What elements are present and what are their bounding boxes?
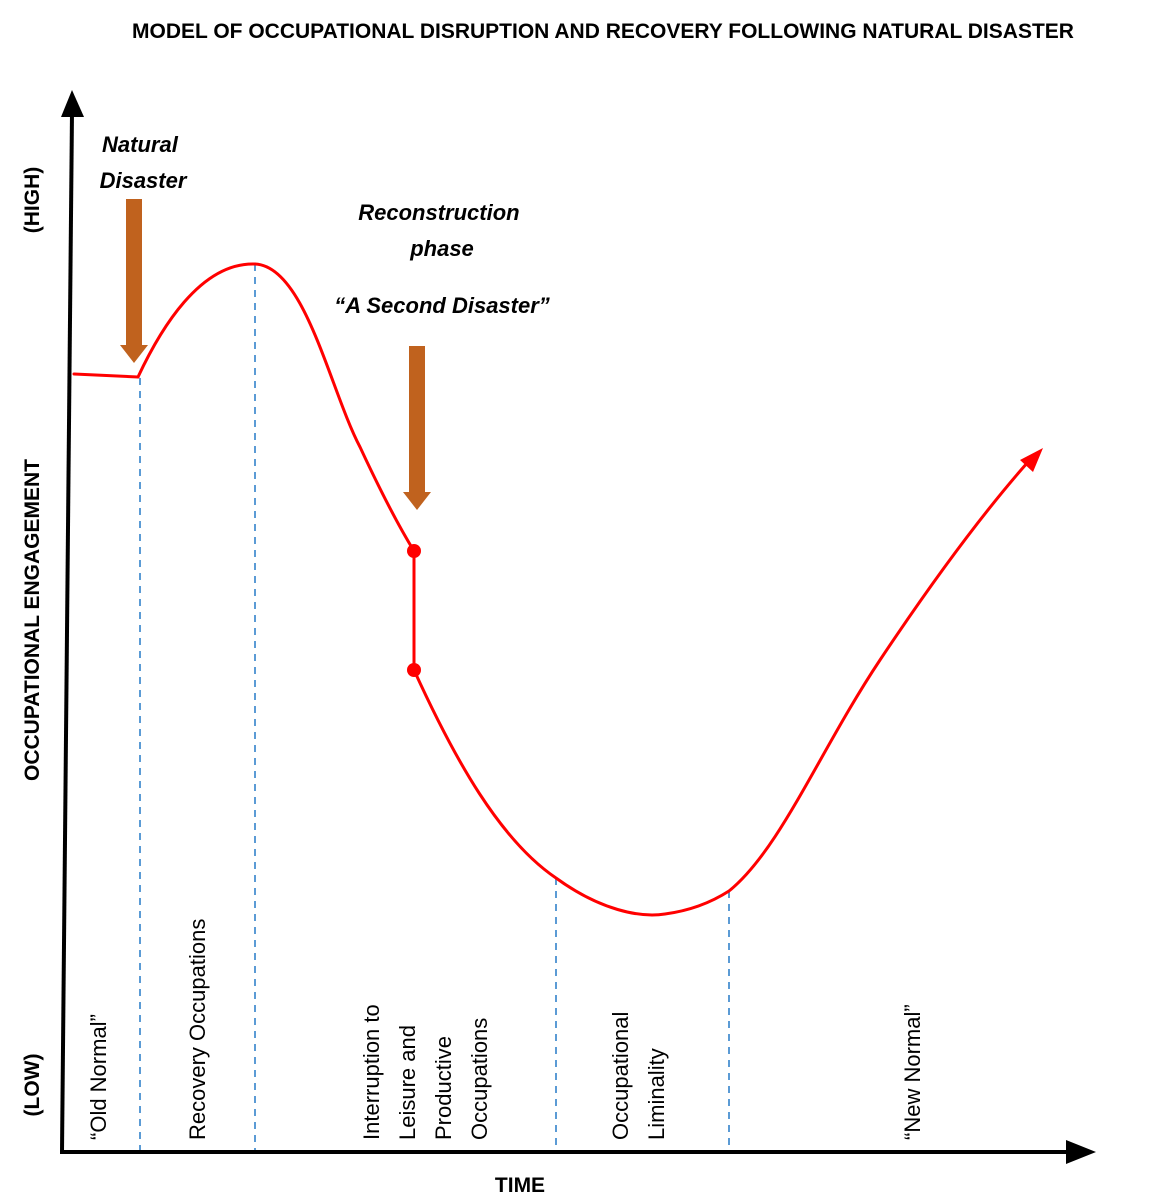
y-axis-arrowhead	[61, 90, 84, 117]
y-axis-low-label: (LOW)	[21, 1054, 44, 1117]
axes	[60, 90, 1096, 1164]
natural-disaster-label-line: Disaster	[100, 168, 188, 193]
phase-label-old-normal: “Old Normal”	[86, 1014, 111, 1140]
phase-label-interruption: Interruption to Leisure and Productive O…	[359, 998, 492, 1140]
phase-label-line: Occupations	[467, 1018, 492, 1140]
y-axis-line	[60, 111, 74, 1153]
x-axis-label: TIME	[495, 1174, 545, 1197]
natural-disaster-label-line: Natural	[102, 132, 179, 157]
x-axis-arrowhead	[1066, 1140, 1096, 1164]
y-axis-label: OCCUPATIONAL ENGAGEMENT	[21, 459, 44, 781]
phase-label-line: “Old Normal”	[86, 1014, 111, 1140]
phase-label-occupational-liminality: Occupational Liminality	[608, 1005, 669, 1140]
phase-label-line: Recovery Occupations	[185, 919, 210, 1140]
phase-label-line: “New Normal”	[900, 1004, 925, 1140]
natural-disaster-arrow-shaft	[126, 199, 142, 345]
second-disaster-point-top	[407, 544, 421, 558]
phase-label-line: Interruption to	[359, 1004, 384, 1140]
phase-dividers	[139, 264, 730, 1150]
second-disaster-label: “A Second Disaster”	[334, 293, 550, 318]
curve-old-normal	[72, 372, 140, 379]
diagram-title: MODEL OF OCCUPATIONAL DISRUPTION AND REC…	[132, 20, 1074, 43]
phase-label-line: Liminality	[644, 1048, 669, 1140]
reconstruction-phase-label-line: phase	[409, 236, 474, 261]
y-axis-high-label: (HIGH)	[21, 167, 44, 234]
curve-rise-and-decline	[136, 262, 416, 553]
second-disaster-point-bottom	[407, 663, 421, 677]
reconstruction-phase-label: Reconstruction phase	[358, 200, 525, 261]
second-disaster-arrow	[403, 346, 431, 510]
natural-disaster-arrow	[120, 199, 148, 363]
engagement-curve	[72, 262, 1043, 917]
phase-label-line: Productive	[431, 1036, 456, 1140]
natural-disaster-label: Natural Disaster	[100, 132, 188, 193]
curve-decline-to-liminality	[412, 460, 1030, 917]
natural-disaster-arrow-head	[120, 345, 148, 363]
second-disaster-arrow-head	[403, 492, 431, 510]
phase-label-line: Occupational	[608, 1012, 633, 1140]
reconstruction-phase-label-line: Reconstruction	[358, 200, 519, 225]
phase-label-recovery-occupations: Recovery Occupations	[185, 919, 210, 1140]
phase-label-new-normal: “New Normal”	[900, 1004, 925, 1140]
second-disaster-arrow-shaft	[409, 346, 425, 492]
curve-arrowhead	[1020, 448, 1043, 472]
phase-label-line: Leisure and	[395, 1025, 420, 1140]
